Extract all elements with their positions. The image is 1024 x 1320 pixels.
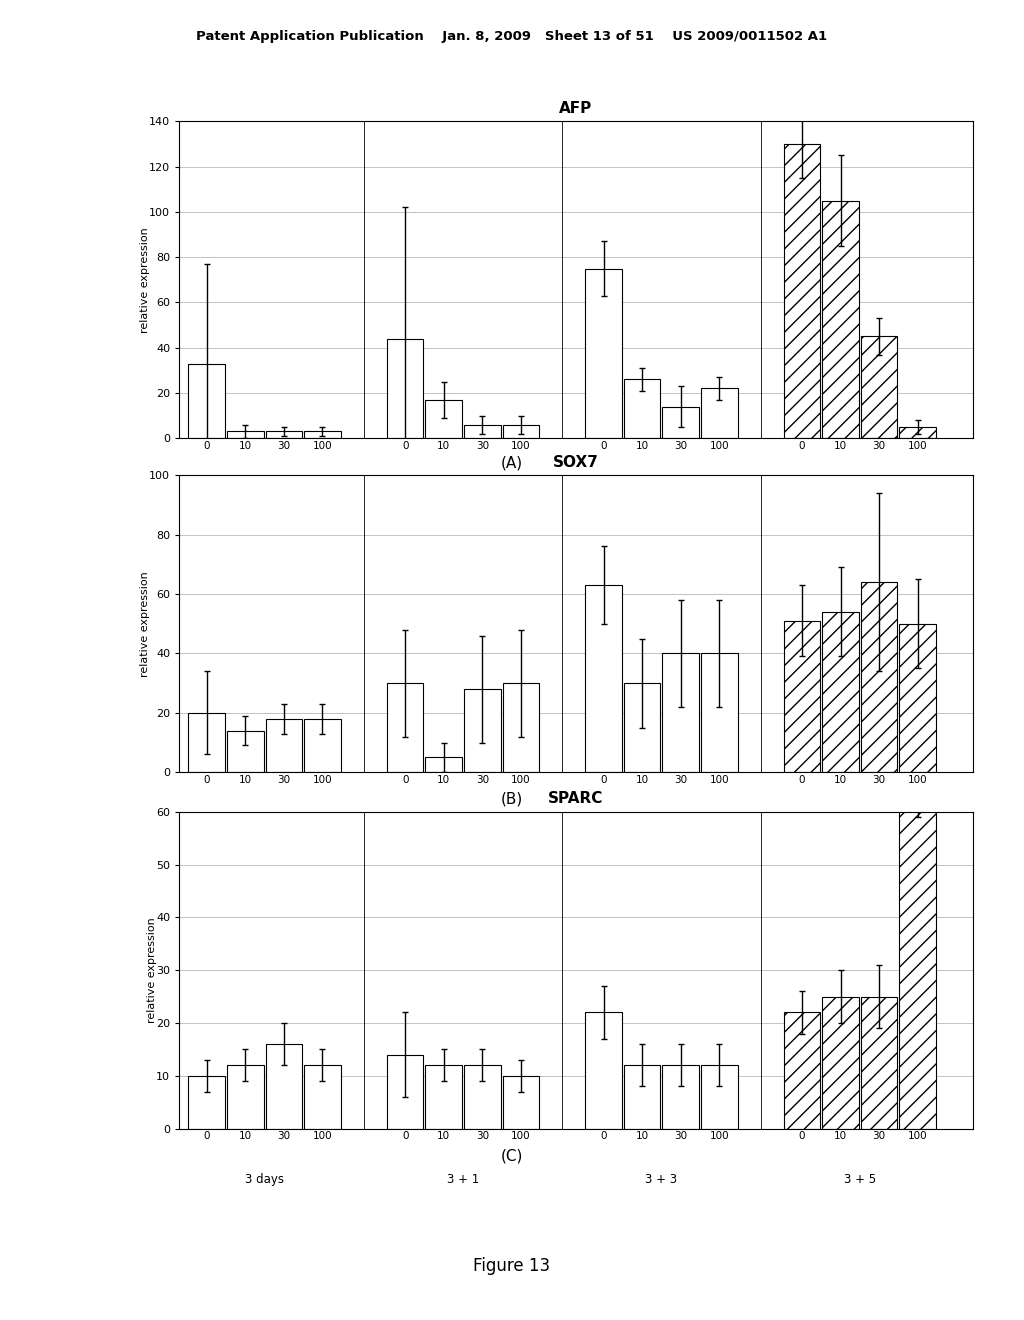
Title: AFP: AFP (559, 102, 593, 116)
Bar (304, 432, 341, 438)
Bar (265, 432, 302, 438)
Text: 3 days: 3 days (245, 813, 284, 826)
Bar (425, 758, 462, 772)
Bar (783, 1012, 820, 1129)
Text: Figure 13: Figure 13 (473, 1257, 551, 1275)
Y-axis label: relative expression: relative expression (140, 570, 150, 677)
Bar (861, 997, 897, 1129)
Bar (227, 1065, 263, 1129)
Bar (624, 1065, 660, 1129)
Text: Patent Application Publication    Jan. 8, 2009   Sheet 13 of 51    US 2009/00115: Patent Application Publication Jan. 8, 2… (197, 30, 827, 44)
Bar (464, 425, 501, 438)
Bar (503, 425, 540, 438)
Bar (624, 379, 660, 438)
Bar (783, 144, 820, 438)
Bar (822, 611, 859, 772)
Bar (265, 1044, 302, 1129)
Bar (701, 1065, 737, 1129)
Y-axis label: relative expression: relative expression (146, 917, 157, 1023)
Text: 3 + 3: 3 + 3 (645, 813, 678, 826)
Text: 3 + 1: 3 + 1 (446, 1173, 479, 1185)
Bar (503, 684, 540, 772)
Text: 3 + 5: 3 + 5 (844, 1173, 876, 1185)
Text: (B): (B) (501, 792, 523, 807)
Bar (586, 585, 622, 772)
Bar (586, 268, 622, 438)
Bar (387, 339, 424, 438)
Bar (387, 1055, 424, 1129)
Bar (701, 388, 737, 438)
Bar (624, 684, 660, 772)
Bar (464, 1065, 501, 1129)
Bar (663, 407, 699, 438)
Title: SOX7: SOX7 (553, 455, 599, 470)
Y-axis label: relative expression: relative expression (140, 227, 150, 333)
Text: (A): (A) (501, 455, 523, 470)
Bar (425, 1065, 462, 1129)
Text: 3 + 3: 3 + 3 (645, 483, 678, 495)
Bar (822, 201, 859, 438)
Bar (188, 1076, 225, 1129)
Bar (227, 731, 263, 772)
Text: 3 + 5: 3 + 5 (844, 813, 876, 826)
Bar (304, 1065, 341, 1129)
Bar (861, 337, 897, 438)
Bar (663, 653, 699, 772)
Bar (425, 400, 462, 438)
Bar (663, 1065, 699, 1129)
Bar (227, 432, 263, 438)
Bar (861, 582, 897, 772)
Bar (503, 1076, 540, 1129)
Bar (188, 713, 225, 772)
Text: 3 days: 3 days (245, 483, 284, 495)
Bar (822, 997, 859, 1129)
Bar (586, 1012, 622, 1129)
Bar (188, 363, 225, 438)
Bar (464, 689, 501, 772)
Bar (783, 620, 820, 772)
Bar (899, 624, 936, 772)
Bar (265, 718, 302, 772)
Bar (899, 426, 936, 438)
Title: SPARC: SPARC (548, 792, 604, 807)
Text: (C): (C) (501, 1148, 523, 1163)
Bar (304, 718, 341, 772)
Bar (387, 684, 424, 772)
Text: 3 + 3: 3 + 3 (645, 1173, 678, 1185)
Text: 3 days: 3 days (245, 1173, 284, 1185)
Text: 3 + 1: 3 + 1 (446, 813, 479, 826)
Bar (701, 653, 737, 772)
Text: 3 + 5: 3 + 5 (844, 483, 876, 495)
Text: 3 + 1: 3 + 1 (446, 483, 479, 495)
Bar (899, 801, 936, 1129)
